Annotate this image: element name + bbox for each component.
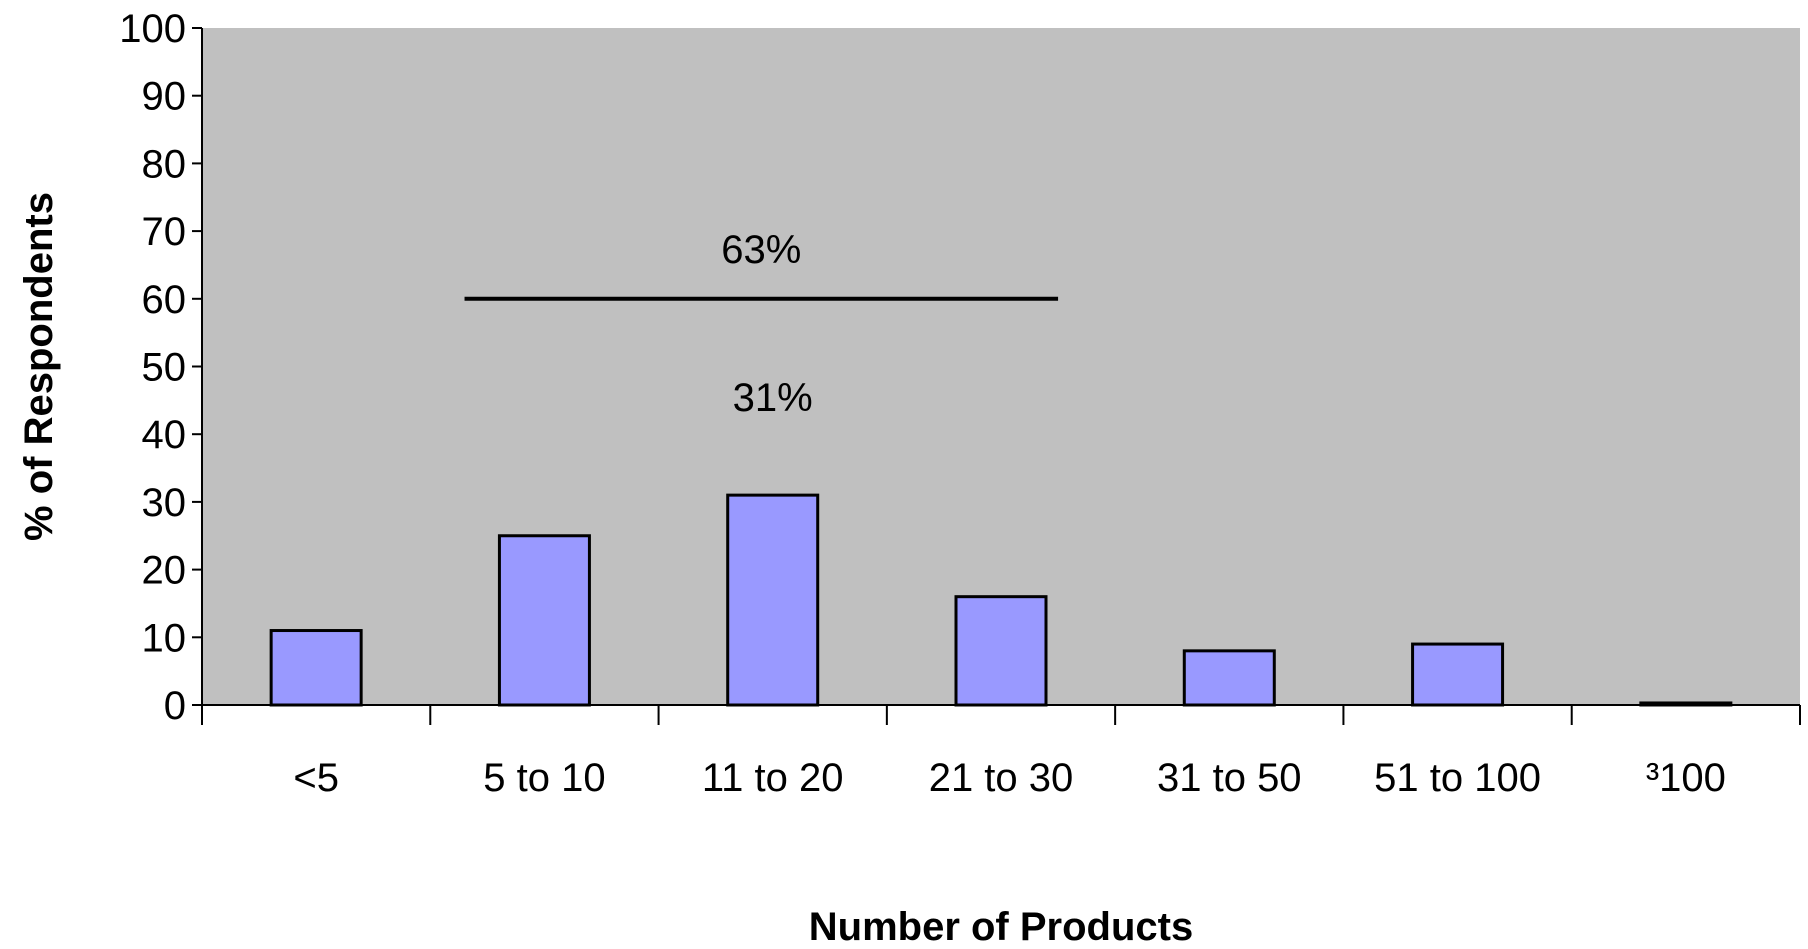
y-tick-label: 70	[142, 210, 187, 254]
bar	[1411, 642, 1505, 707]
peak-annotation: 31%	[733, 376, 813, 420]
x-axis-ticks: <5 5 to 10 11 to 20 21 to 30 31 to 50 51 to 1…	[201, 705, 1801, 800]
y-tick-label: 30	[142, 481, 187, 525]
plot-area	[202, 28, 1800, 705]
y-tick-label: 0	[164, 684, 186, 728]
x-tick-label: ³100	[1646, 756, 1726, 800]
x-tick-label: 5 to 10	[483, 756, 605, 800]
bar	[269, 629, 363, 707]
x-tick-label: <5	[293, 756, 339, 800]
x-axis-title: Number of Products	[809, 905, 1193, 949]
y-tick-label: 80	[142, 142, 187, 186]
y-axis-title: % of Respondents	[17, 192, 61, 541]
y-tick-label: 100	[119, 7, 186, 51]
y-tick-label: 10	[142, 616, 187, 660]
x-tick-label: 21 to 30	[929, 756, 1074, 800]
x-tick-label: 31 to 50	[1157, 756, 1302, 800]
bar	[1182, 649, 1276, 707]
bars	[269, 493, 1733, 707]
y-tick-label: 20	[142, 549, 187, 593]
y-axis-ticks: 0 10 20 30 40 50 60 70 80 90 100	[119, 7, 202, 728]
y-tick-label: 50	[142, 346, 187, 390]
bar	[954, 595, 1048, 707]
bar	[726, 493, 820, 707]
y-tick-label: 60	[142, 278, 187, 322]
y-tick-label: 40	[142, 413, 187, 457]
x-tick-label: 51 to 100	[1374, 756, 1541, 800]
bar	[497, 534, 591, 707]
x-tick-label: 11 to 20	[702, 756, 844, 800]
y-tick-label: 90	[142, 75, 187, 119]
bracket-annotation: 63%	[721, 228, 801, 272]
